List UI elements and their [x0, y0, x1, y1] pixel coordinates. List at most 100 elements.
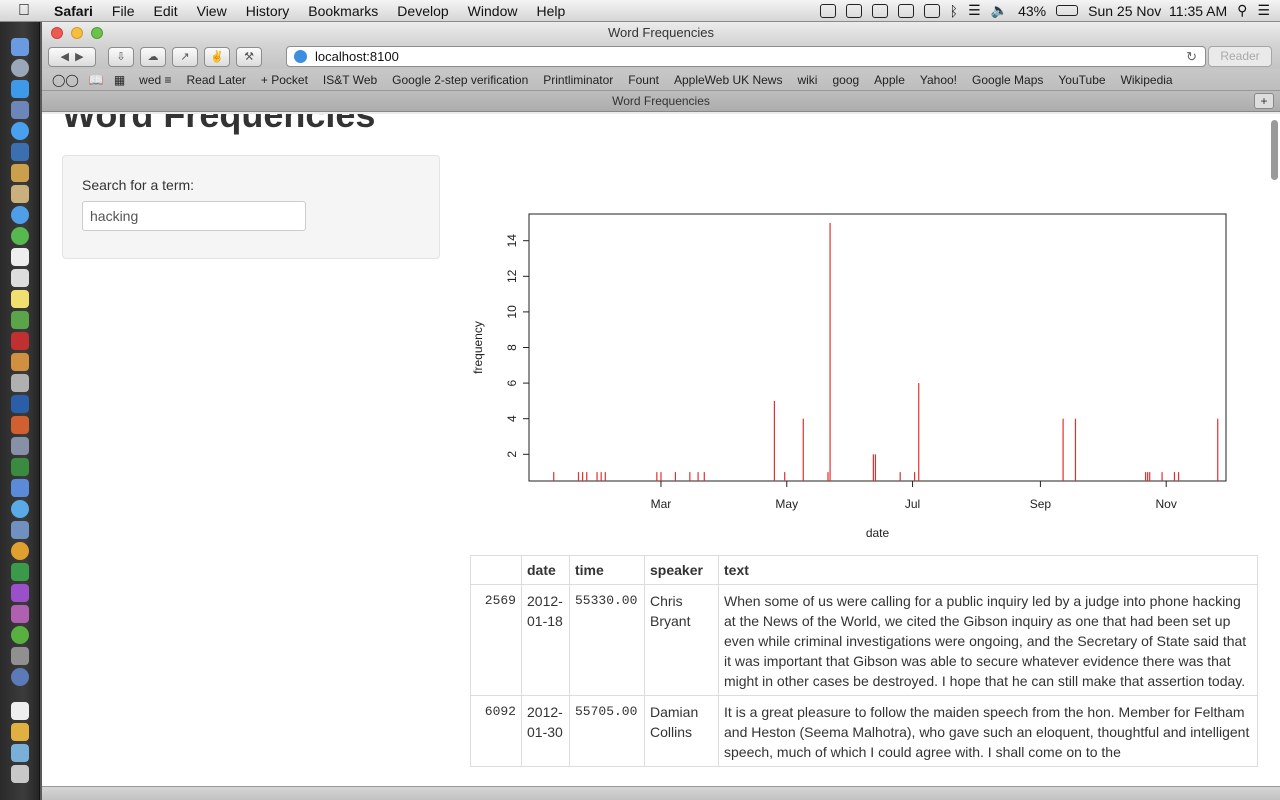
menu-develop[interactable]: Develop: [397, 2, 449, 19]
search-input[interactable]: [82, 201, 306, 231]
word-icon[interactable]: [11, 395, 29, 413]
menu-window[interactable]: Window: [467, 2, 518, 19]
outlook-icon[interactable]: [11, 143, 29, 161]
finder-icon[interactable]: [11, 38, 29, 56]
bookmark-item[interactable]: Wikipedia: [1120, 72, 1173, 87]
clock[interactable]: Sun 25 Nov 11:35 AM: [1088, 2, 1228, 19]
cell-speaker: Damian Collins: [644, 695, 719, 767]
chrome-icon[interactable]: [11, 542, 29, 560]
battery-percent[interactable]: 43%: [1018, 2, 1047, 19]
bookmark-item[interactable]: Printliminator: [543, 72, 614, 87]
bookmark-item[interactable]: AppleWeb UK News: [673, 72, 783, 87]
bluetooth-icon[interactable]: ᛒ: [949, 2, 959, 19]
reading-list-icon[interactable]: ◯◯: [52, 72, 79, 87]
menu-view[interactable]: View: [196, 2, 227, 19]
tray-app-icon[interactable]: [871, 3, 888, 18]
new-tab-plus-icon[interactable]: +: [1254, 93, 1274, 109]
x11-icon[interactable]: [11, 563, 29, 581]
leaf-icon[interactable]: [11, 626, 29, 644]
close-window-icon[interactable]: [51, 27, 63, 39]
menu-history[interactable]: History: [245, 2, 290, 19]
bookmark-item[interactable]: Yahoo!: [919, 72, 958, 87]
tray-app-icon[interactable]: [897, 3, 914, 18]
mail-icon[interactable]: [11, 521, 29, 539]
spotlight-icon[interactable]: ⚲: [1237, 2, 1248, 18]
bookmark-item[interactable]: goog: [832, 72, 860, 87]
bookmark-item[interactable]: YouTube: [1058, 72, 1106, 87]
page-title: Word Frequencies: [62, 114, 376, 135]
app-icon[interactable]: [11, 605, 29, 623]
bookmark-item[interactable]: Google 2-step verification: [392, 72, 529, 87]
bookmark-item[interactable]: Apple: [874, 72, 905, 87]
r-icon[interactable]: [11, 668, 29, 686]
volume-icon[interactable]: 🔈: [990, 2, 1009, 18]
menu-bookmarks[interactable]: Bookmarks: [308, 2, 379, 19]
launchpad-icon[interactable]: [11, 59, 29, 77]
tray-app-icon[interactable]: [819, 3, 836, 18]
utility-icon[interactable]: [11, 647, 29, 665]
page-scrollbar[interactable]: [1271, 120, 1278, 180]
minimize-window-icon[interactable]: [71, 27, 83, 39]
app-store-icon[interactable]: [11, 80, 29, 98]
zoom-window-icon[interactable]: [91, 27, 103, 39]
notes-icon[interactable]: [11, 185, 29, 203]
photo-booth-icon[interactable]: [11, 332, 29, 350]
document-stack-icon[interactable]: [11, 702, 29, 720]
url-text[interactable]: localhost:8100: [315, 49, 399, 64]
bookmark-item[interactable]: IS&T Web: [322, 72, 378, 87]
spotify-icon[interactable]: [11, 227, 29, 245]
skype-icon[interactable]: [11, 500, 29, 518]
reader-button[interactable]: Reader: [1208, 46, 1272, 67]
powerpoint-icon[interactable]: [11, 416, 29, 434]
bookmark-item[interactable]: Google Maps: [972, 72, 1044, 87]
bookmark-item[interactable]: + Pocket: [260, 72, 308, 87]
stickies-icon[interactable]: [11, 290, 29, 308]
preferences-icon[interactable]: [11, 374, 29, 392]
column-header-index: [470, 555, 522, 585]
extension-button[interactable]: ✌: [204, 46, 230, 67]
preview-icon[interactable]: [11, 101, 29, 119]
menu-app-name[interactable]: Safari: [54, 2, 93, 19]
contacts-icon[interactable]: [11, 164, 29, 182]
tray-app-icon[interactable]: [923, 3, 940, 18]
menu-help[interactable]: Help: [536, 2, 566, 19]
top-sites-icon[interactable]: ▦: [113, 72, 126, 87]
downloads-button[interactable]: ⇩: [108, 46, 134, 67]
iphoto-icon[interactable]: [11, 353, 29, 371]
icloud-tabs-button[interactable]: ☁: [140, 46, 166, 67]
visual-studio-icon[interactable]: [11, 584, 29, 602]
share-button[interactable]: ↗: [172, 46, 198, 67]
folder-stack-icon[interactable]: [11, 744, 29, 762]
bookmarks-book-icon[interactable]: 📖: [88, 72, 104, 87]
results-table: date time speaker text 2569 2012-01-18 5…: [470, 555, 1258, 767]
evernote-icon[interactable]: [11, 311, 29, 329]
back-arrow-icon[interactable]: ◀: [60, 51, 69, 63]
downloads-stack-icon[interactable]: [11, 723, 29, 741]
xcode-icon[interactable]: [11, 437, 29, 455]
forward-arrow-icon[interactable]: ▶: [75, 51, 84, 63]
itunes-icon[interactable]: [11, 206, 29, 224]
notification-center-icon[interactable]: ☰: [1257, 2, 1270, 18]
address-bar[interactable]: localhost:8100 ↻: [286, 46, 1206, 67]
reload-icon[interactable]: ↻: [1186, 49, 1197, 64]
menu-file[interactable]: File: [111, 2, 135, 19]
bookmark-item[interactable]: Fount: [628, 72, 659, 87]
bookmark-item[interactable]: wed ≡: [139, 72, 172, 87]
calendar-icon[interactable]: [11, 248, 29, 266]
develop-button[interactable]: ⚒: [236, 46, 262, 67]
menu-extras: ᛒ ☰ 🔈 43% Sun 25 Nov 11:35 AM ⚲ ☰: [819, 2, 1280, 19]
tab-word-frequencies[interactable]: Word Frequencies: [612, 94, 710, 108]
bookmark-item[interactable]: Read Later: [186, 72, 246, 87]
excel-icon[interactable]: [11, 458, 29, 476]
trash-icon[interactable]: [11, 765, 29, 783]
menu-edit[interactable]: Edit: [153, 2, 178, 19]
wifi-icon[interactable]: ☰: [968, 2, 981, 18]
tray-app-icon[interactable]: [845, 3, 862, 18]
apple-menu-icon[interactable]: : [18, 2, 38, 20]
battery-icon[interactable]: [1056, 5, 1079, 16]
bookmark-item[interactable]: wiki: [797, 72, 818, 87]
back-forward-buttons[interactable]: ◀ ▶: [48, 46, 96, 67]
messages-icon[interactable]: [11, 479, 29, 497]
textedit-icon[interactable]: [11, 269, 29, 287]
safari-icon[interactable]: [11, 122, 29, 140]
